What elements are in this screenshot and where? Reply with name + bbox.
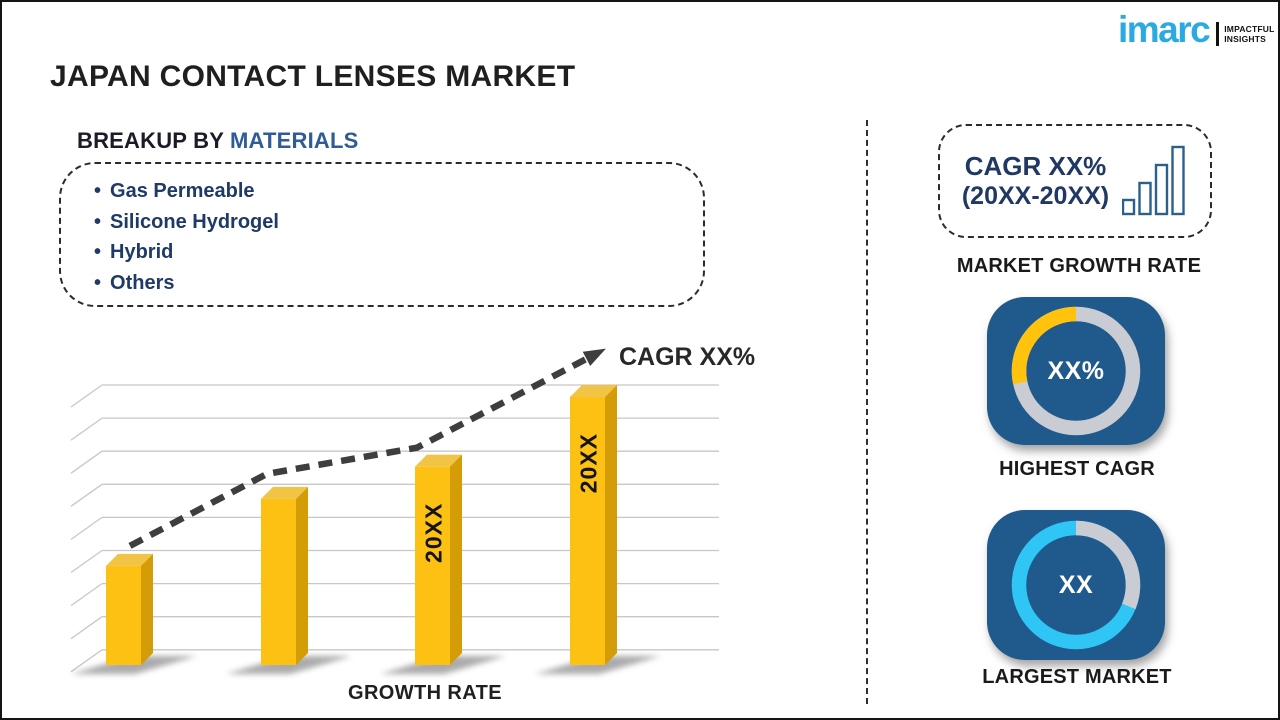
list-item: • Silicone Hydrogel xyxy=(94,207,703,238)
breakup-heading-prefix: BREAKUP BY xyxy=(77,128,230,153)
imarc-logo: imarc IMPACTFUL INSIGHTS xyxy=(1118,10,1275,50)
largest-market-card: XX xyxy=(987,510,1165,660)
bullet-icon: • xyxy=(94,271,102,294)
cagr-period: (20XX-20XX) xyxy=(961,182,1110,210)
list-item: • Others xyxy=(94,268,703,299)
bullet-icon: • xyxy=(94,210,102,233)
growth-bars-icon xyxy=(1122,145,1185,216)
breakup-heading-highlight: MATERIALS xyxy=(229,128,359,153)
growth-rate-chart: 20XX 20XX CAGR XX% GROWTH RATE xyxy=(2,332,792,718)
list-item: • Hybrid xyxy=(94,237,703,268)
imarc-tagline-line2: INSIGHTS xyxy=(1224,34,1266,44)
largest-market-value: XX xyxy=(1058,570,1094,599)
svg-text:20XX: 20XX xyxy=(576,433,602,493)
list-item-label: Hybrid xyxy=(110,241,174,263)
largest-market-label: LARGEST MARKET xyxy=(982,666,1172,688)
imarc-tagline-line1: IMPACTFUL xyxy=(1224,24,1275,34)
list-item-label: Others xyxy=(110,271,175,294)
cagr-summary-text: CAGR XX% (20XX-20XX) xyxy=(962,151,1109,211)
market-growth-rate-label: MARKET GROWTH RATE xyxy=(956,255,1202,277)
svg-text:20XX: 20XX xyxy=(421,503,447,563)
imarc-tagline: IMPACTFUL INSIGHTS xyxy=(1216,22,1274,46)
highest-cagr-label: HIGHEST CAGR xyxy=(999,458,1155,480)
bullet-icon: • xyxy=(94,180,102,202)
materials-list: • Gas Permeable • Silicone Hydrogel • Hybri… xyxy=(94,176,703,298)
materials-list-box: • Gas Permeable • Silicone Hydrogel • Hybri… xyxy=(59,162,705,307)
imarc-wordmark: imarc xyxy=(1118,9,1211,50)
list-item-label: Silicone Hydrogel xyxy=(110,210,279,233)
list-item-label: Gas Permeable xyxy=(110,180,255,202)
page-title: JAPAN CONTACT LENSES MARKET xyxy=(50,60,576,93)
svg-text:CAGR XX%: CAGR XX% xyxy=(619,343,755,371)
cagr-value: CAGR XX% xyxy=(964,151,1107,181)
list-item: • Gas Permeable xyxy=(94,176,703,207)
highest-cagr-card: XX% xyxy=(987,297,1165,445)
svg-text:GROWTH RATE: GROWTH RATE xyxy=(348,682,502,704)
bullet-icon: • xyxy=(94,241,102,263)
section-divider xyxy=(866,120,868,704)
highest-cagr-value: XX% xyxy=(1047,356,1105,385)
breakup-heading: BREAKUP BY MATERIALS xyxy=(77,128,358,154)
cagr-summary-box: CAGR XX% (20XX-20XX) xyxy=(938,124,1212,238)
